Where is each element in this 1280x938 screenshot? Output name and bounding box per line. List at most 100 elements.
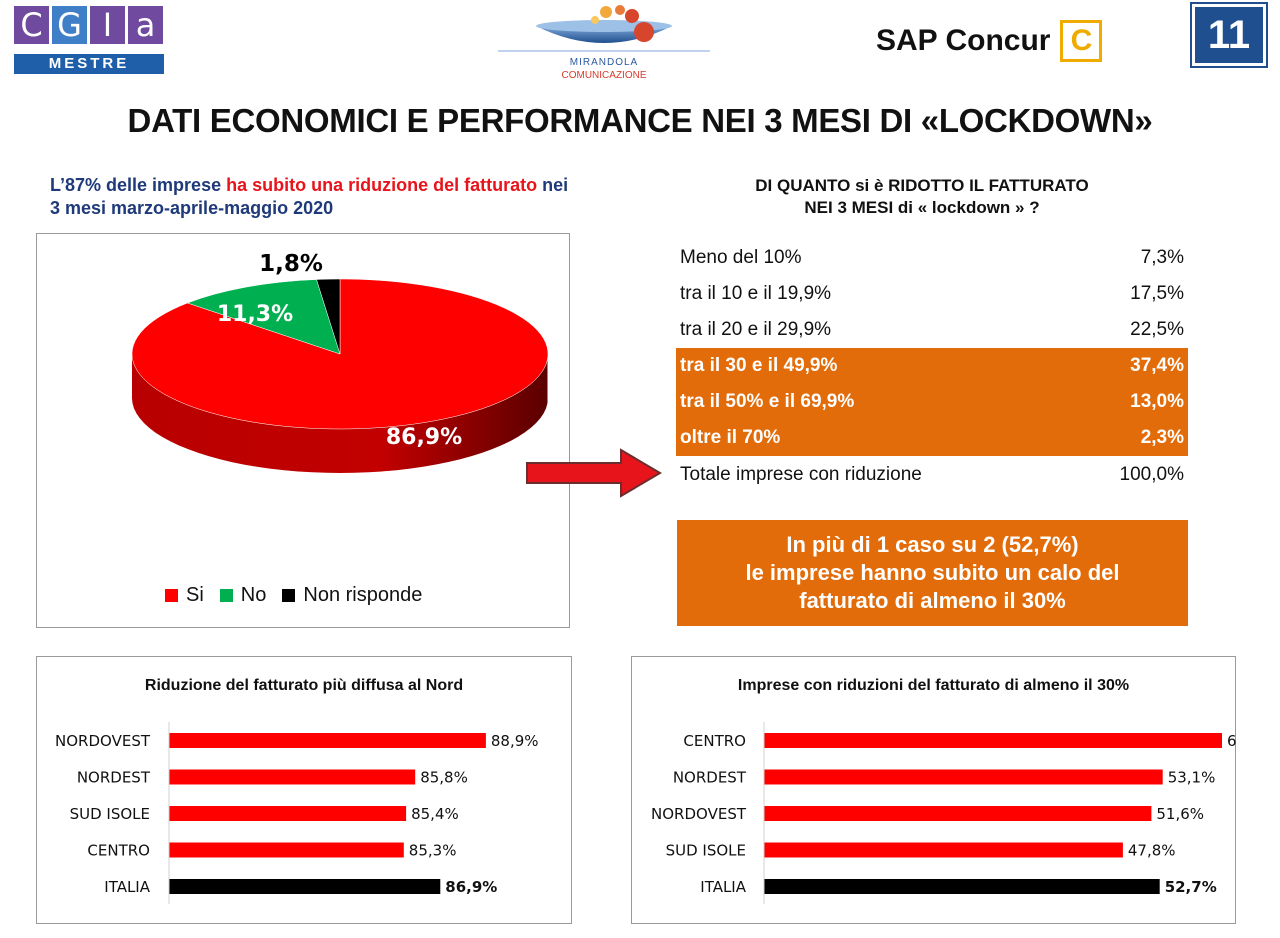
- bar: [764, 733, 1222, 748]
- table-total-row: Totale imprese con riduzione 100,0%: [676, 456, 1188, 494]
- cgia-letter: C: [14, 6, 49, 44]
- bar-chart-title: Riduzione del fatturato più diffusa al N…: [144, 677, 464, 694]
- table-row: tra il 10 e il 19,9% 17,5%: [676, 276, 1188, 312]
- pie-data-label: 11,3%: [217, 302, 293, 327]
- cgia-subtitle: MESTRE: [14, 54, 164, 74]
- pie-data-label: 1,8%: [259, 251, 323, 277]
- table-row: Meno del 10% 7,3%: [676, 240, 1188, 276]
- lead-part2: ha subito una riduzione del fatturato: [226, 175, 538, 195]
- distribution-table: Meno del 10% 7,3% tra il 10 e il 19,9% 1…: [676, 240, 1188, 494]
- pie-slice: [316, 278, 341, 355]
- pie-slice: [131, 278, 549, 430]
- bar-chart-panel-30pct: Imprese con riduzioni del fatturato di a…: [631, 656, 1237, 924]
- cgia-letters: C G I a: [14, 6, 166, 44]
- row-label: Meno del 10%: [680, 247, 802, 268]
- bar: [764, 806, 1152, 821]
- bar-category-label: ITALIA: [104, 878, 150, 896]
- legend-swatch: [165, 589, 178, 602]
- callout-line1: In più di 1 caso su 2 (52,7%): [786, 532, 1079, 557]
- sap-concur-logo: SAP Concur C: [876, 18, 1103, 64]
- row-label: tra il 10 e il 19,9%: [680, 283, 832, 304]
- bar-chart-north: NORDOVEST 88,9% NORDEST 85,8% SUD ISOLE 85,4%…: [55, 722, 539, 904]
- legend-label: No: [240, 584, 267, 606]
- legend-label: Si: [186, 584, 204, 606]
- row-label: tra il 50% e il 69,9%: [680, 391, 855, 412]
- bar-value-label: 61,0%: [1227, 732, 1237, 750]
- bar-value-label: 85,3%: [409, 842, 457, 860]
- cgia-letter: I: [90, 6, 125, 44]
- row-label: oltre il 70%: [680, 427, 781, 448]
- bar-value-label: 85,4%: [411, 805, 459, 823]
- table-row: tra il 20 e il 29,9% 22,5%: [676, 312, 1188, 348]
- row-value: 22,5%: [1130, 319, 1184, 340]
- bar-category-label: NORDOVEST: [651, 805, 747, 823]
- page-number: 11: [1195, 7, 1263, 63]
- mirandola-logo: MIRANDOLA COMUNICAZIONE: [498, 2, 710, 86]
- row-value: 37,4%: [1130, 355, 1184, 376]
- pie-slice: [186, 279, 341, 355]
- table-row-highlighted: tra il 30 e il 49,9% 37,4%: [676, 348, 1188, 384]
- cgia-letter: a: [128, 6, 163, 44]
- bar-category-label: NORDOVEST: [55, 732, 151, 750]
- callout-box: In più di 1 caso su 2 (52,7%) le imprese…: [677, 520, 1188, 626]
- bar-category-label: SUD ISOLE: [666, 842, 746, 860]
- row-value: 13,0%: [1130, 391, 1184, 412]
- pie-chart: 86,9% 11,3% 1,8%: [131, 251, 549, 473]
- total-value: 100,0%: [1119, 464, 1184, 485]
- bar: [169, 879, 441, 894]
- legend-swatch: [219, 589, 233, 602]
- bar-value-label: 51,6%: [1156, 805, 1204, 823]
- lead-statement: L’87% delle imprese ha subito una riduzi…: [50, 174, 570, 220]
- mirandola-bowl-icon: [498, 5, 710, 52]
- callout-line2: le imprese hanno subito un calo del: [745, 560, 1120, 585]
- bar-category-label: NORDEST: [673, 769, 747, 787]
- bar-category-label: CENTRO: [87, 842, 150, 860]
- bar-chart-30pct: CENTRO 61,0% NORDEST 53,1% NORDOVEST 51,6% SUD…: [651, 722, 1237, 904]
- pie-legend: Si No Non risponde: [165, 584, 422, 607]
- bar-value-label: 88,9%: [491, 732, 539, 750]
- bar: [169, 842, 404, 858]
- arrow-right-icon: [526, 448, 662, 498]
- lead-part1: L’87% delle imprese: [50, 175, 227, 195]
- pie-data-label: 86,9%: [386, 425, 462, 450]
- distribution-title-line1: DI QUANTO si è RIDOTTO IL FATTURATO: [755, 176, 1089, 195]
- table-row-highlighted: oltre il 70% 2,3%: [676, 420, 1188, 456]
- bar: [169, 806, 407, 821]
- bar: [764, 769, 1163, 785]
- legend-swatch: [282, 589, 296, 602]
- page-number-badge: 11: [1190, 2, 1268, 68]
- bar-chart-title: Imprese con riduzioni del fatturato di a…: [737, 677, 1130, 694]
- legend-item-no: No: [219, 584, 267, 607]
- page-title: DATI ECONOMICI E PERFORMANCE NEI 3 MESI …: [127, 102, 1153, 139]
- bar-category-label: CENTRO: [683, 732, 746, 750]
- bar-chart-panel-north: Riduzione del fatturato più diffusa al N…: [36, 656, 572, 924]
- mirandola-name: MIRANDOLA: [569, 57, 639, 68]
- sap-concur-text: SAP Concur: [876, 24, 1051, 57]
- lead-part3: nei 3 mesi marzo-aprile-maggio 2020: [50, 175, 569, 218]
- pie-side-wall: [132, 354, 548, 473]
- cgia-letter: G: [52, 6, 87, 44]
- cgia-logo: C G I a MESTRE: [14, 6, 166, 76]
- bar-value-label: 53,1%: [1168, 769, 1216, 787]
- mirandola-tagline: COMUNICAZIONE: [561, 70, 647, 81]
- row-value: 17,5%: [1130, 283, 1184, 304]
- bar-value-label: 86,9%: [445, 878, 497, 896]
- row-value: 7,3%: [1140, 247, 1184, 268]
- total-label: Totale imprese con riduzione: [680, 464, 922, 485]
- distribution-title-line2: NEI 3 MESI di « lockdown » ?: [804, 198, 1040, 217]
- row-label: tra il 20 e il 29,9%: [680, 319, 832, 340]
- bar: [169, 769, 416, 785]
- bar-value-label: 47,8%: [1128, 842, 1176, 860]
- bar-category-label: SUD ISOLE: [70, 805, 150, 823]
- bar-category-label: NORDEST: [77, 769, 151, 787]
- table-row-highlighted: tra il 50% e il 69,9% 13,0%: [676, 384, 1188, 420]
- legend-item-si: Si: [165, 584, 204, 607]
- bar: [764, 842, 1123, 858]
- bar-value-label: 52,7%: [1165, 878, 1217, 896]
- pie-chart-panel: 86,9% 11,3% 1,8% Si No Non risponde: [36, 233, 570, 628]
- bar-category-label: ITALIA: [700, 878, 746, 896]
- sap-concur-mark-icon: C: [1060, 20, 1103, 62]
- row-value: 2,3%: [1140, 427, 1184, 448]
- distribution-title: DI QUANTO si è RIDOTTO IL FATTURATO NEI …: [692, 175, 1152, 219]
- bar: [169, 733, 486, 748]
